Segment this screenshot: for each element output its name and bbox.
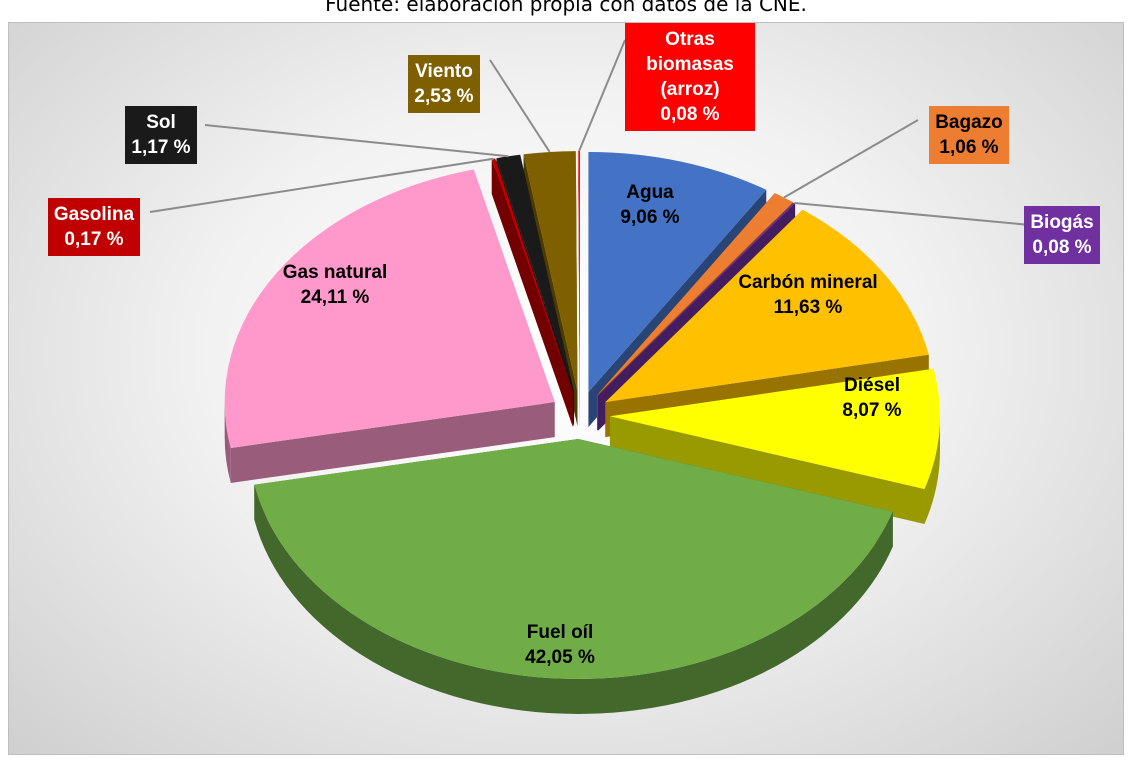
category-label: Agua xyxy=(626,182,674,203)
data-label: Gas natural 24,11 % xyxy=(283,260,388,310)
data-label: Sol 1,17 % xyxy=(125,106,197,164)
leader-line xyxy=(783,119,919,199)
category-label: Fuel oíl xyxy=(526,622,594,643)
slice xyxy=(605,209,929,403)
slice xyxy=(254,438,893,679)
category-label: Gasolina xyxy=(53,204,135,225)
slice-face xyxy=(578,151,580,427)
leader-line xyxy=(578,39,626,152)
data-label: Viento 2,53 % xyxy=(408,55,480,113)
category-label: Gas natural xyxy=(282,262,388,283)
data-label: Diésel 8,07 % xyxy=(842,373,901,423)
data-label: Agua 9,06 % xyxy=(620,180,679,230)
slice xyxy=(523,151,578,392)
source-note: Fuente: elaboración propia con datos de … xyxy=(325,0,807,16)
value-label: 1,17 % xyxy=(131,137,191,158)
category-label: Otras biomasas (arroz) xyxy=(646,29,734,100)
data-label: Bagazo 1,06 % xyxy=(929,106,1009,164)
category-label: Bagazo xyxy=(935,112,1003,133)
slice xyxy=(496,154,575,392)
slice-face xyxy=(495,158,573,427)
slice-face xyxy=(609,416,925,524)
category-label: Biogás xyxy=(1030,212,1094,233)
leader-line xyxy=(149,157,494,213)
leader-line xyxy=(204,124,509,158)
category-label: Diésel xyxy=(844,375,900,396)
slice-wall xyxy=(254,484,893,714)
data-label: Biogás 0,08 % xyxy=(1024,206,1100,264)
value-label: 11,63 % xyxy=(773,297,843,318)
value-label: 24,11 % xyxy=(300,287,370,308)
slice-face xyxy=(230,402,555,483)
slice-wall xyxy=(224,402,231,483)
slice xyxy=(224,169,555,448)
category-label: Viento xyxy=(415,61,473,82)
slice xyxy=(597,202,796,396)
value-label: 42,05 % xyxy=(525,647,595,668)
data-label: Carbón mineral 11,63 % xyxy=(738,270,877,320)
value-label: 9,06 % xyxy=(620,207,680,228)
category-label: Sol xyxy=(146,112,176,133)
data-label: Gasolina 0,17 % xyxy=(47,198,141,256)
slice xyxy=(609,368,940,489)
slice xyxy=(578,151,580,392)
slice xyxy=(491,158,573,392)
slice-tops xyxy=(224,151,940,679)
value-label: 0,08 % xyxy=(1032,237,1092,258)
leader-line xyxy=(794,201,1031,226)
data-label: Fuel oíl 42,05 % xyxy=(525,620,595,670)
leader-lines xyxy=(149,39,1031,226)
value-label: 1,06 % xyxy=(939,137,999,158)
value-label: 8,07 % xyxy=(842,400,902,421)
value-label: 0,08 % xyxy=(660,104,720,125)
leader-line xyxy=(489,59,551,153)
data-label: Otras biomasas (arroz) 0,08 % xyxy=(625,23,755,131)
value-label: 0,17 % xyxy=(64,229,124,250)
value-label: 2,53 % xyxy=(414,86,474,107)
slice xyxy=(597,193,793,396)
slice-wall xyxy=(924,416,940,524)
category-label: Carbón mineral xyxy=(738,272,878,293)
slice xyxy=(588,151,767,392)
